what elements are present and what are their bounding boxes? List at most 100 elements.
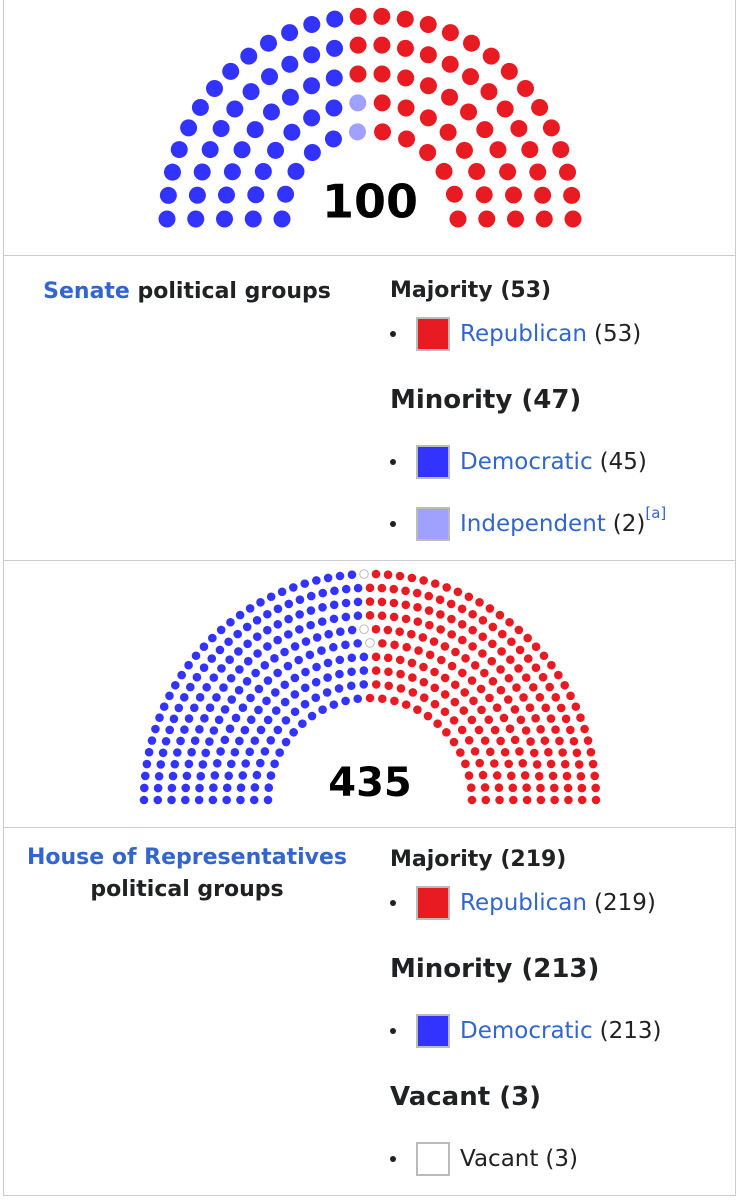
seat [234, 647, 243, 656]
party-name[interactable]: Democratic [460, 449, 593, 475]
party-swatch [416, 1142, 450, 1176]
seat [222, 62, 240, 80]
seat [283, 123, 301, 141]
seat [377, 694, 387, 704]
seat [534, 186, 552, 204]
parliament-diagram: 435 [139, 569, 601, 806]
label-text: political groups [137, 279, 331, 304]
seat [246, 121, 264, 139]
seat [475, 186, 493, 204]
seat [235, 610, 245, 620]
seat [158, 210, 176, 228]
footnote[interactable]: [a] [645, 504, 667, 522]
seat [520, 771, 530, 780]
seat [412, 588, 422, 598]
seat [324, 629, 333, 639]
party-seats: (219) [593, 890, 656, 916]
party-name[interactable]: Republican [460, 321, 587, 347]
seat [401, 586, 410, 596]
seat [190, 736, 200, 745]
seat [463, 34, 480, 52]
seat [468, 642, 477, 651]
seat [518, 759, 528, 768]
seat [217, 664, 226, 673]
seat [469, 696, 478, 706]
seat [538, 672, 548, 682]
seat [425, 620, 434, 630]
seat [476, 121, 494, 139]
seat [226, 673, 236, 683]
seat [531, 663, 541, 672]
seat [384, 667, 393, 677]
seat [280, 647, 289, 657]
seat [273, 668, 282, 678]
seat [419, 693, 429, 703]
seat [359, 569, 369, 579]
seat [184, 759, 194, 769]
seat [294, 655, 303, 665]
seat [336, 627, 345, 637]
seat [437, 655, 446, 665]
seat [260, 34, 277, 52]
seat [193, 163, 211, 181]
party-name[interactable]: Republican [460, 890, 587, 916]
seat [174, 703, 184, 713]
seat [161, 736, 171, 746]
seat [341, 584, 351, 594]
seat [330, 586, 339, 596]
senate-link[interactable]: Senate [43, 279, 130, 304]
seat [492, 771, 502, 780]
seat [384, 681, 394, 691]
seat [153, 795, 163, 805]
seat [191, 98, 209, 116]
seat [396, 684, 406, 693]
group-name: Minority [390, 385, 513, 415]
seat [287, 162, 305, 180]
seat [283, 661, 293, 671]
party-name[interactable]: Independent [460, 511, 606, 537]
seat [577, 795, 587, 805]
seat [289, 583, 298, 592]
seat [552, 141, 570, 159]
seat [456, 748, 465, 757]
house-groups-cell [3, 827, 736, 1196]
seat [353, 583, 363, 593]
seat [266, 592, 276, 602]
seat [262, 696, 271, 706]
seat [505, 724, 515, 733]
seat [254, 705, 263, 715]
seat [159, 186, 177, 204]
seat [263, 625, 272, 635]
seat [430, 683, 440, 693]
seat [187, 747, 196, 757]
seat [457, 619, 467, 629]
seat [253, 649, 262, 658]
seat [335, 669, 344, 679]
seat [311, 693, 321, 703]
seat [523, 654, 533, 663]
seat [536, 795, 546, 805]
seat [263, 676, 273, 685]
seat [227, 695, 237, 704]
seat [295, 610, 304, 619]
seat [260, 747, 270, 756]
seat [430, 699, 440, 709]
seat [251, 668, 260, 678]
seat [226, 100, 244, 118]
seat [263, 715, 273, 725]
parliament-diagram: 100 [158, 7, 582, 229]
seat [396, 669, 405, 679]
seat [233, 141, 251, 159]
party-row: Independent (2) [a] [388, 504, 666, 544]
seat [419, 143, 437, 161]
seat [238, 703, 248, 712]
seat [222, 795, 231, 805]
house-link[interactable]: House of Representatives [26, 845, 348, 870]
seat [359, 680, 369, 689]
seat [525, 703, 535, 712]
party-name[interactable]: Democratic [460, 1018, 593, 1044]
seat [266, 736, 276, 745]
seat [217, 186, 235, 204]
seat [539, 651, 549, 661]
seat [591, 783, 600, 793]
